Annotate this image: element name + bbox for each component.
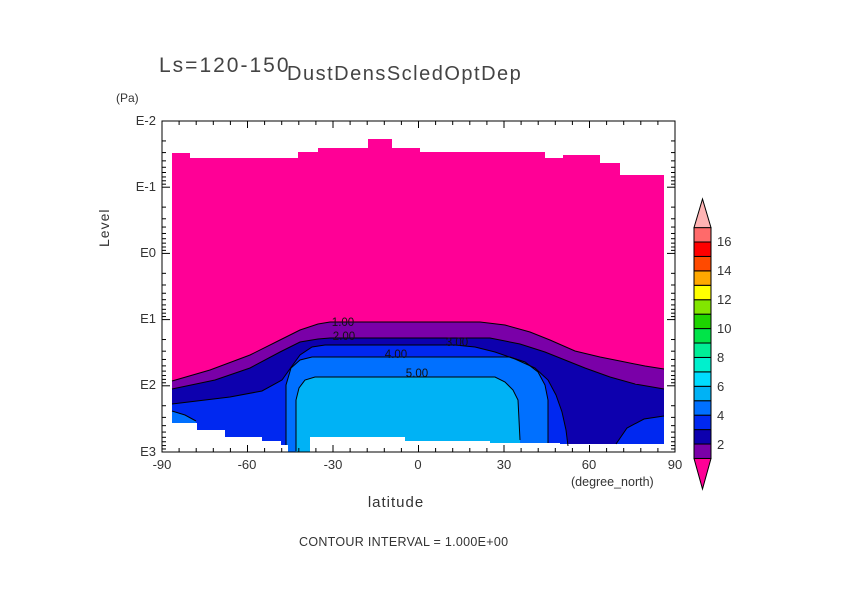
colorbar-box — [693, 429, 712, 445]
x-tick-label: 0 — [414, 457, 422, 472]
x-tick-label: 90 — [667, 457, 683, 472]
y-tick-label: E1 — [140, 311, 156, 326]
colorbar-tick-label: 10 — [717, 321, 732, 336]
contour-line-5 — [295, 376, 521, 451]
axes — [161, 120, 676, 453]
contour-value-label: 3.00 — [445, 337, 469, 349]
colorbar-box — [693, 356, 712, 373]
colorbar-tick-label: 16 — [717, 234, 732, 249]
x-axis-label: latitude — [367, 494, 425, 511]
nodata-bottom-strip — [310, 437, 664, 453]
x-tick-label: 30 — [496, 457, 512, 472]
colorbar-box — [693, 313, 712, 330]
nodata-bottom-left — [172, 423, 288, 453]
band-5-6 — [296, 377, 520, 452]
band-below-1 — [172, 139, 664, 381]
colorbar-box — [693, 414, 712, 431]
colorbar-arrow-bottom — [693, 458, 712, 491]
y-axis-label: Level — [96, 208, 112, 247]
colorbar-tick-label: 2 — [717, 437, 725, 452]
y-tick-label: E-1 — [135, 179, 156, 194]
band-1-2 — [172, 322, 664, 389]
colorbar-box — [693, 299, 712, 315]
colorbar-box — [693, 400, 712, 416]
contour-interval-note: CONTOUR INTERVAL = 1.000E+00 — [299, 535, 509, 549]
x-tick-label: -90 — [152, 457, 172, 472]
y-tick-label: E3 — [140, 444, 156, 459]
colorbar-box — [693, 342, 712, 358]
colorbar-arrow-top — [693, 197, 712, 229]
contour-value-label: 5.00 — [405, 368, 429, 380]
contour-value-label: 2.00 — [332, 331, 356, 343]
colorbar — [693, 197, 712, 491]
contour-lines — [171, 321, 665, 451]
colorbar-box — [693, 385, 712, 402]
colorbar-tick-label: 8 — [717, 350, 725, 365]
contour-line-4b — [171, 410, 197, 422]
colorbar-box — [693, 371, 712, 387]
band-3-4-corner-patch — [616, 416, 664, 452]
colorbar-tick-label: 6 — [717, 379, 725, 394]
colorbar-box — [693, 255, 712, 272]
contour-value-label: 1.00 — [331, 317, 355, 329]
contour-line-3b — [615, 415, 665, 445]
subtitle-ls-range: Ls=120-150 — [159, 54, 291, 77]
contour-line-4 — [285, 356, 549, 445]
y-tick-label: E2 — [140, 377, 156, 392]
y-axis-unit: (Pa) — [116, 91, 139, 105]
x-tick-label: -60 — [237, 457, 257, 472]
contour-field — [171, 139, 665, 453]
plot-title: DustDensScledOptDep — [287, 63, 523, 85]
colorbar-tick-label: 4 — [717, 408, 725, 423]
contour-line-2 — [171, 337, 665, 390]
colorbar-box — [693, 284, 712, 301]
colorbar-box — [693, 227, 712, 243]
colorbar-tick-label: 14 — [717, 263, 732, 278]
y-tick-label: E0 — [140, 245, 156, 260]
colorbar-box — [693, 328, 712, 344]
colorbar-box — [693, 241, 712, 257]
x-tick-label: -30 — [323, 457, 343, 472]
x-tick-label: 60 — [581, 457, 597, 472]
y-tick-label: E-2 — [135, 113, 156, 128]
x-axis-unit: (degree_north) — [571, 475, 654, 489]
contour-value-label: 4.00 — [384, 349, 408, 361]
contour-line-1 — [171, 321, 665, 382]
colorbar-box — [693, 270, 712, 286]
colorbar-tick-label: 12 — [717, 292, 732, 307]
contour-line-3 — [171, 344, 569, 447]
